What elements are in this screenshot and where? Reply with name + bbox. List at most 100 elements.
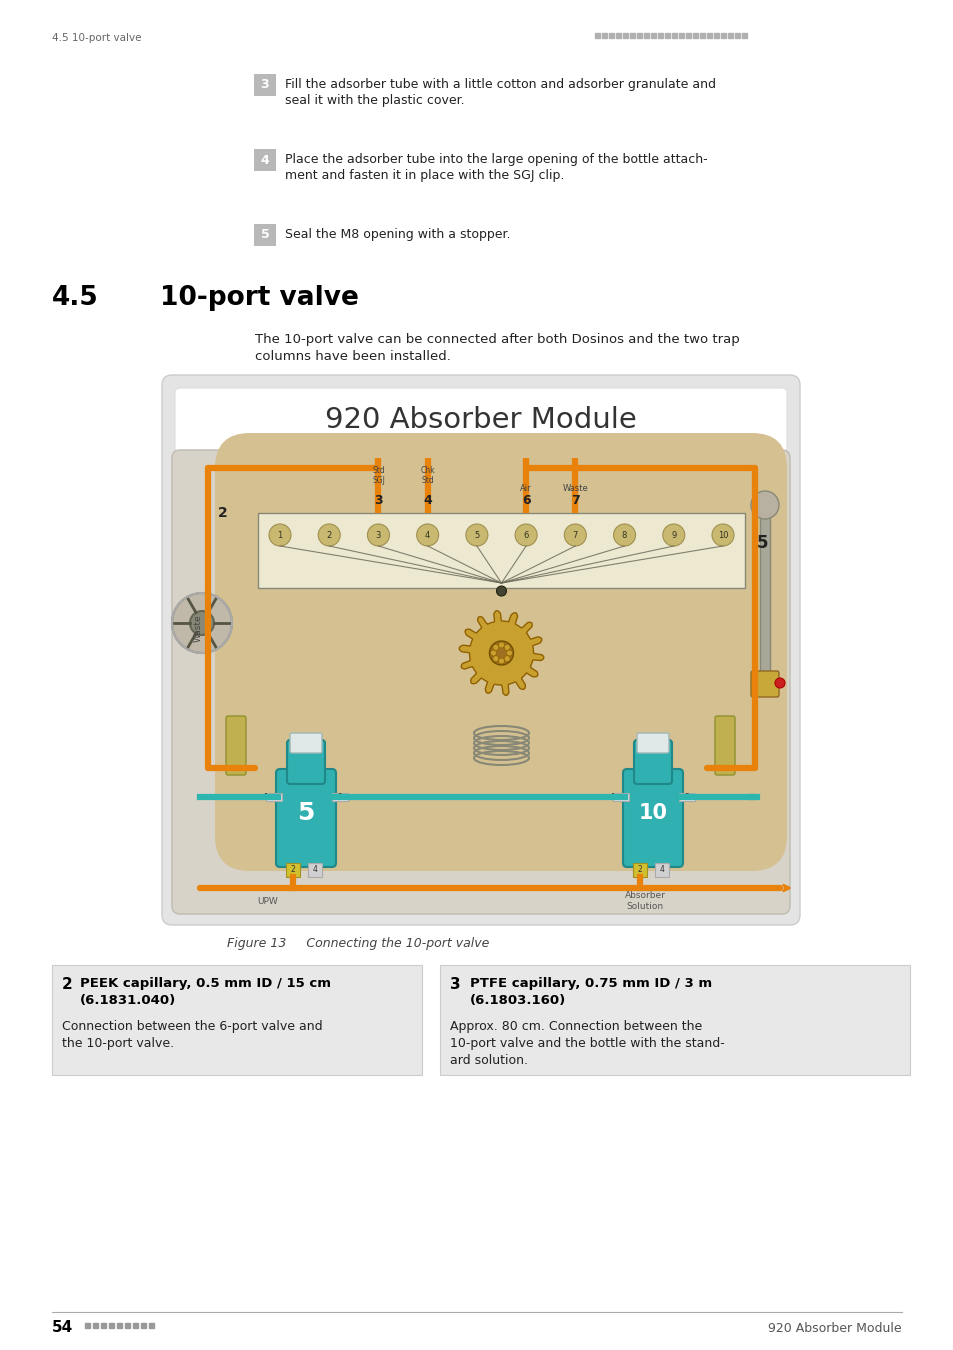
Circle shape bbox=[750, 491, 779, 518]
Text: 9: 9 bbox=[671, 531, 676, 540]
Circle shape bbox=[493, 656, 498, 662]
Bar bbox=[727, 32, 732, 38]
Circle shape bbox=[490, 649, 496, 656]
Text: 3: 3 bbox=[684, 792, 689, 802]
Circle shape bbox=[416, 524, 438, 545]
Text: Place the adsorber tube into the large opening of the bottle attach-: Place the adsorber tube into the large o… bbox=[285, 153, 707, 166]
Text: 4: 4 bbox=[313, 865, 317, 875]
Bar bbox=[141, 1323, 146, 1328]
Bar bbox=[671, 32, 677, 38]
Bar bbox=[658, 32, 662, 38]
Text: PEEK capillary, 0.5 mm ID / 15 cm: PEEK capillary, 0.5 mm ID / 15 cm bbox=[80, 977, 331, 990]
Text: 2: 2 bbox=[291, 865, 295, 875]
Text: PTFE capillary, 0.75 mm ID / 3 m: PTFE capillary, 0.75 mm ID / 3 m bbox=[470, 977, 711, 990]
Text: 5: 5 bbox=[757, 535, 768, 552]
Circle shape bbox=[564, 524, 586, 545]
Bar bbox=[650, 32, 656, 38]
Circle shape bbox=[774, 678, 784, 688]
Text: 1: 1 bbox=[277, 531, 282, 540]
Bar bbox=[125, 1323, 130, 1328]
FancyBboxPatch shape bbox=[275, 769, 335, 867]
Text: Absorber
Solution: Absorber Solution bbox=[624, 891, 665, 911]
Circle shape bbox=[711, 524, 733, 545]
FancyBboxPatch shape bbox=[172, 450, 789, 914]
Bar bbox=[616, 32, 620, 38]
FancyBboxPatch shape bbox=[162, 375, 800, 925]
Text: 3: 3 bbox=[260, 78, 269, 92]
Circle shape bbox=[190, 612, 213, 634]
Text: 4: 4 bbox=[260, 154, 269, 166]
Text: Approx. 80 cm. Connection between the: Approx. 80 cm. Connection between the bbox=[450, 1021, 701, 1033]
Text: 1: 1 bbox=[263, 792, 268, 802]
Text: Fill the adsorber tube with a little cotton and adsorber granulate and: Fill the adsorber tube with a little cot… bbox=[285, 78, 716, 90]
Circle shape bbox=[503, 656, 510, 662]
Text: ard solution.: ard solution. bbox=[450, 1054, 527, 1067]
Circle shape bbox=[503, 644, 510, 651]
Circle shape bbox=[465, 524, 487, 545]
FancyBboxPatch shape bbox=[287, 740, 325, 784]
Text: 4.5 10-port valve: 4.5 10-port valve bbox=[52, 32, 141, 43]
Text: ment and fasten it in place with the SGJ clip.: ment and fasten it in place with the SGJ… bbox=[285, 169, 564, 182]
FancyBboxPatch shape bbox=[634, 740, 671, 784]
Bar bbox=[601, 32, 606, 38]
Bar bbox=[109, 1323, 113, 1328]
Circle shape bbox=[172, 593, 232, 653]
Text: (6.1803.160): (6.1803.160) bbox=[470, 994, 566, 1007]
Text: 4.5: 4.5 bbox=[52, 285, 99, 310]
Text: Connection between the 6-port valve and: Connection between the 6-port valve and bbox=[62, 1021, 322, 1033]
Bar bbox=[622, 32, 627, 38]
Bar bbox=[613, 792, 628, 801]
FancyBboxPatch shape bbox=[750, 671, 779, 697]
Text: 10: 10 bbox=[717, 531, 727, 540]
Text: Waste: Waste bbox=[193, 614, 202, 641]
Bar bbox=[117, 1323, 122, 1328]
FancyBboxPatch shape bbox=[714, 716, 734, 775]
Text: 4: 4 bbox=[423, 494, 432, 508]
Text: 2: 2 bbox=[218, 506, 228, 520]
Text: 3: 3 bbox=[374, 494, 382, 508]
Text: 7: 7 bbox=[572, 531, 578, 540]
Bar bbox=[332, 792, 348, 801]
Text: 3: 3 bbox=[450, 977, 460, 992]
Text: seal it with the plastic cover.: seal it with the plastic cover. bbox=[285, 95, 464, 107]
Text: 3: 3 bbox=[337, 792, 342, 802]
FancyBboxPatch shape bbox=[637, 733, 668, 753]
Bar bbox=[629, 32, 635, 38]
Bar bbox=[52, 965, 421, 1075]
Text: Chk
Std: Chk Std bbox=[420, 466, 435, 485]
Text: 8: 8 bbox=[621, 531, 626, 540]
Text: Air: Air bbox=[519, 485, 532, 493]
FancyBboxPatch shape bbox=[174, 387, 786, 454]
Bar bbox=[679, 32, 683, 38]
Bar bbox=[664, 32, 669, 38]
Bar bbox=[637, 32, 641, 38]
Circle shape bbox=[498, 657, 504, 664]
FancyBboxPatch shape bbox=[214, 433, 786, 871]
Text: 2: 2 bbox=[62, 977, 72, 992]
Text: 5: 5 bbox=[297, 801, 314, 825]
Text: Figure 13     Connecting the 10-port valve: Figure 13 Connecting the 10-port valve bbox=[227, 937, 489, 950]
Bar bbox=[713, 32, 719, 38]
Text: 54: 54 bbox=[52, 1320, 73, 1335]
Text: the 10-port valve.: the 10-port valve. bbox=[62, 1037, 174, 1050]
Circle shape bbox=[506, 649, 512, 656]
Text: 920 Absorber Module: 920 Absorber Module bbox=[767, 1322, 901, 1335]
Bar bbox=[101, 1323, 106, 1328]
Text: 6: 6 bbox=[523, 531, 528, 540]
FancyBboxPatch shape bbox=[622, 769, 682, 867]
Bar bbox=[700, 32, 704, 38]
Bar bbox=[655, 863, 668, 878]
Circle shape bbox=[613, 524, 635, 545]
Text: Std
SGJ: Std SGJ bbox=[372, 466, 384, 485]
Bar bbox=[595, 32, 599, 38]
Bar bbox=[760, 512, 769, 688]
Circle shape bbox=[269, 524, 291, 545]
Bar bbox=[85, 1323, 90, 1328]
Circle shape bbox=[367, 524, 389, 545]
Text: 5: 5 bbox=[474, 531, 479, 540]
FancyBboxPatch shape bbox=[253, 148, 275, 171]
Bar bbox=[643, 32, 648, 38]
Bar bbox=[439, 965, 909, 1075]
Bar bbox=[734, 32, 740, 38]
Bar bbox=[266, 792, 282, 801]
